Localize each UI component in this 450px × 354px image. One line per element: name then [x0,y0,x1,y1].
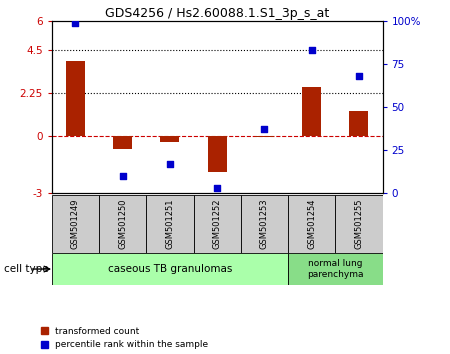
Point [72,20,79,26]
Bar [113,136,132,149]
Point [213,185,220,190]
Legend: transformed count, percentile rank within the sample: transformed count, percentile rank withi… [40,327,208,349]
Text: cell type: cell type [4,264,49,274]
Bar [161,136,179,142]
Text: GSM501249: GSM501249 [71,199,80,249]
Bar [350,111,369,136]
Bar [99,195,146,253]
Text: GSM501251: GSM501251 [166,199,175,249]
Bar [255,136,274,137]
Bar [335,195,382,253]
Bar [207,136,226,172]
Bar [66,61,85,136]
Bar [146,195,194,253]
Point [308,47,315,53]
Bar [194,195,241,253]
Point [166,161,174,167]
Title: GDS4256 / Hs2.60088.1.S1_3p_s_at: GDS4256 / Hs2.60088.1.S1_3p_s_at [105,7,329,20]
Point [119,173,126,178]
Text: normal lung
parenchyma: normal lung parenchyma [307,259,364,279]
Text: GSM501253: GSM501253 [260,199,269,249]
Bar [288,195,335,253]
Text: GSM501255: GSM501255 [355,199,364,249]
Text: GSM501254: GSM501254 [307,199,316,249]
Bar [288,253,382,285]
Bar [52,253,288,285]
Bar [52,195,99,253]
Point [261,127,268,132]
Point [356,73,363,79]
Text: GSM501252: GSM501252 [212,199,221,249]
Text: caseous TB granulomas: caseous TB granulomas [108,264,232,274]
Bar [302,87,321,136]
Bar [241,195,288,253]
Text: GSM501250: GSM501250 [118,199,127,249]
